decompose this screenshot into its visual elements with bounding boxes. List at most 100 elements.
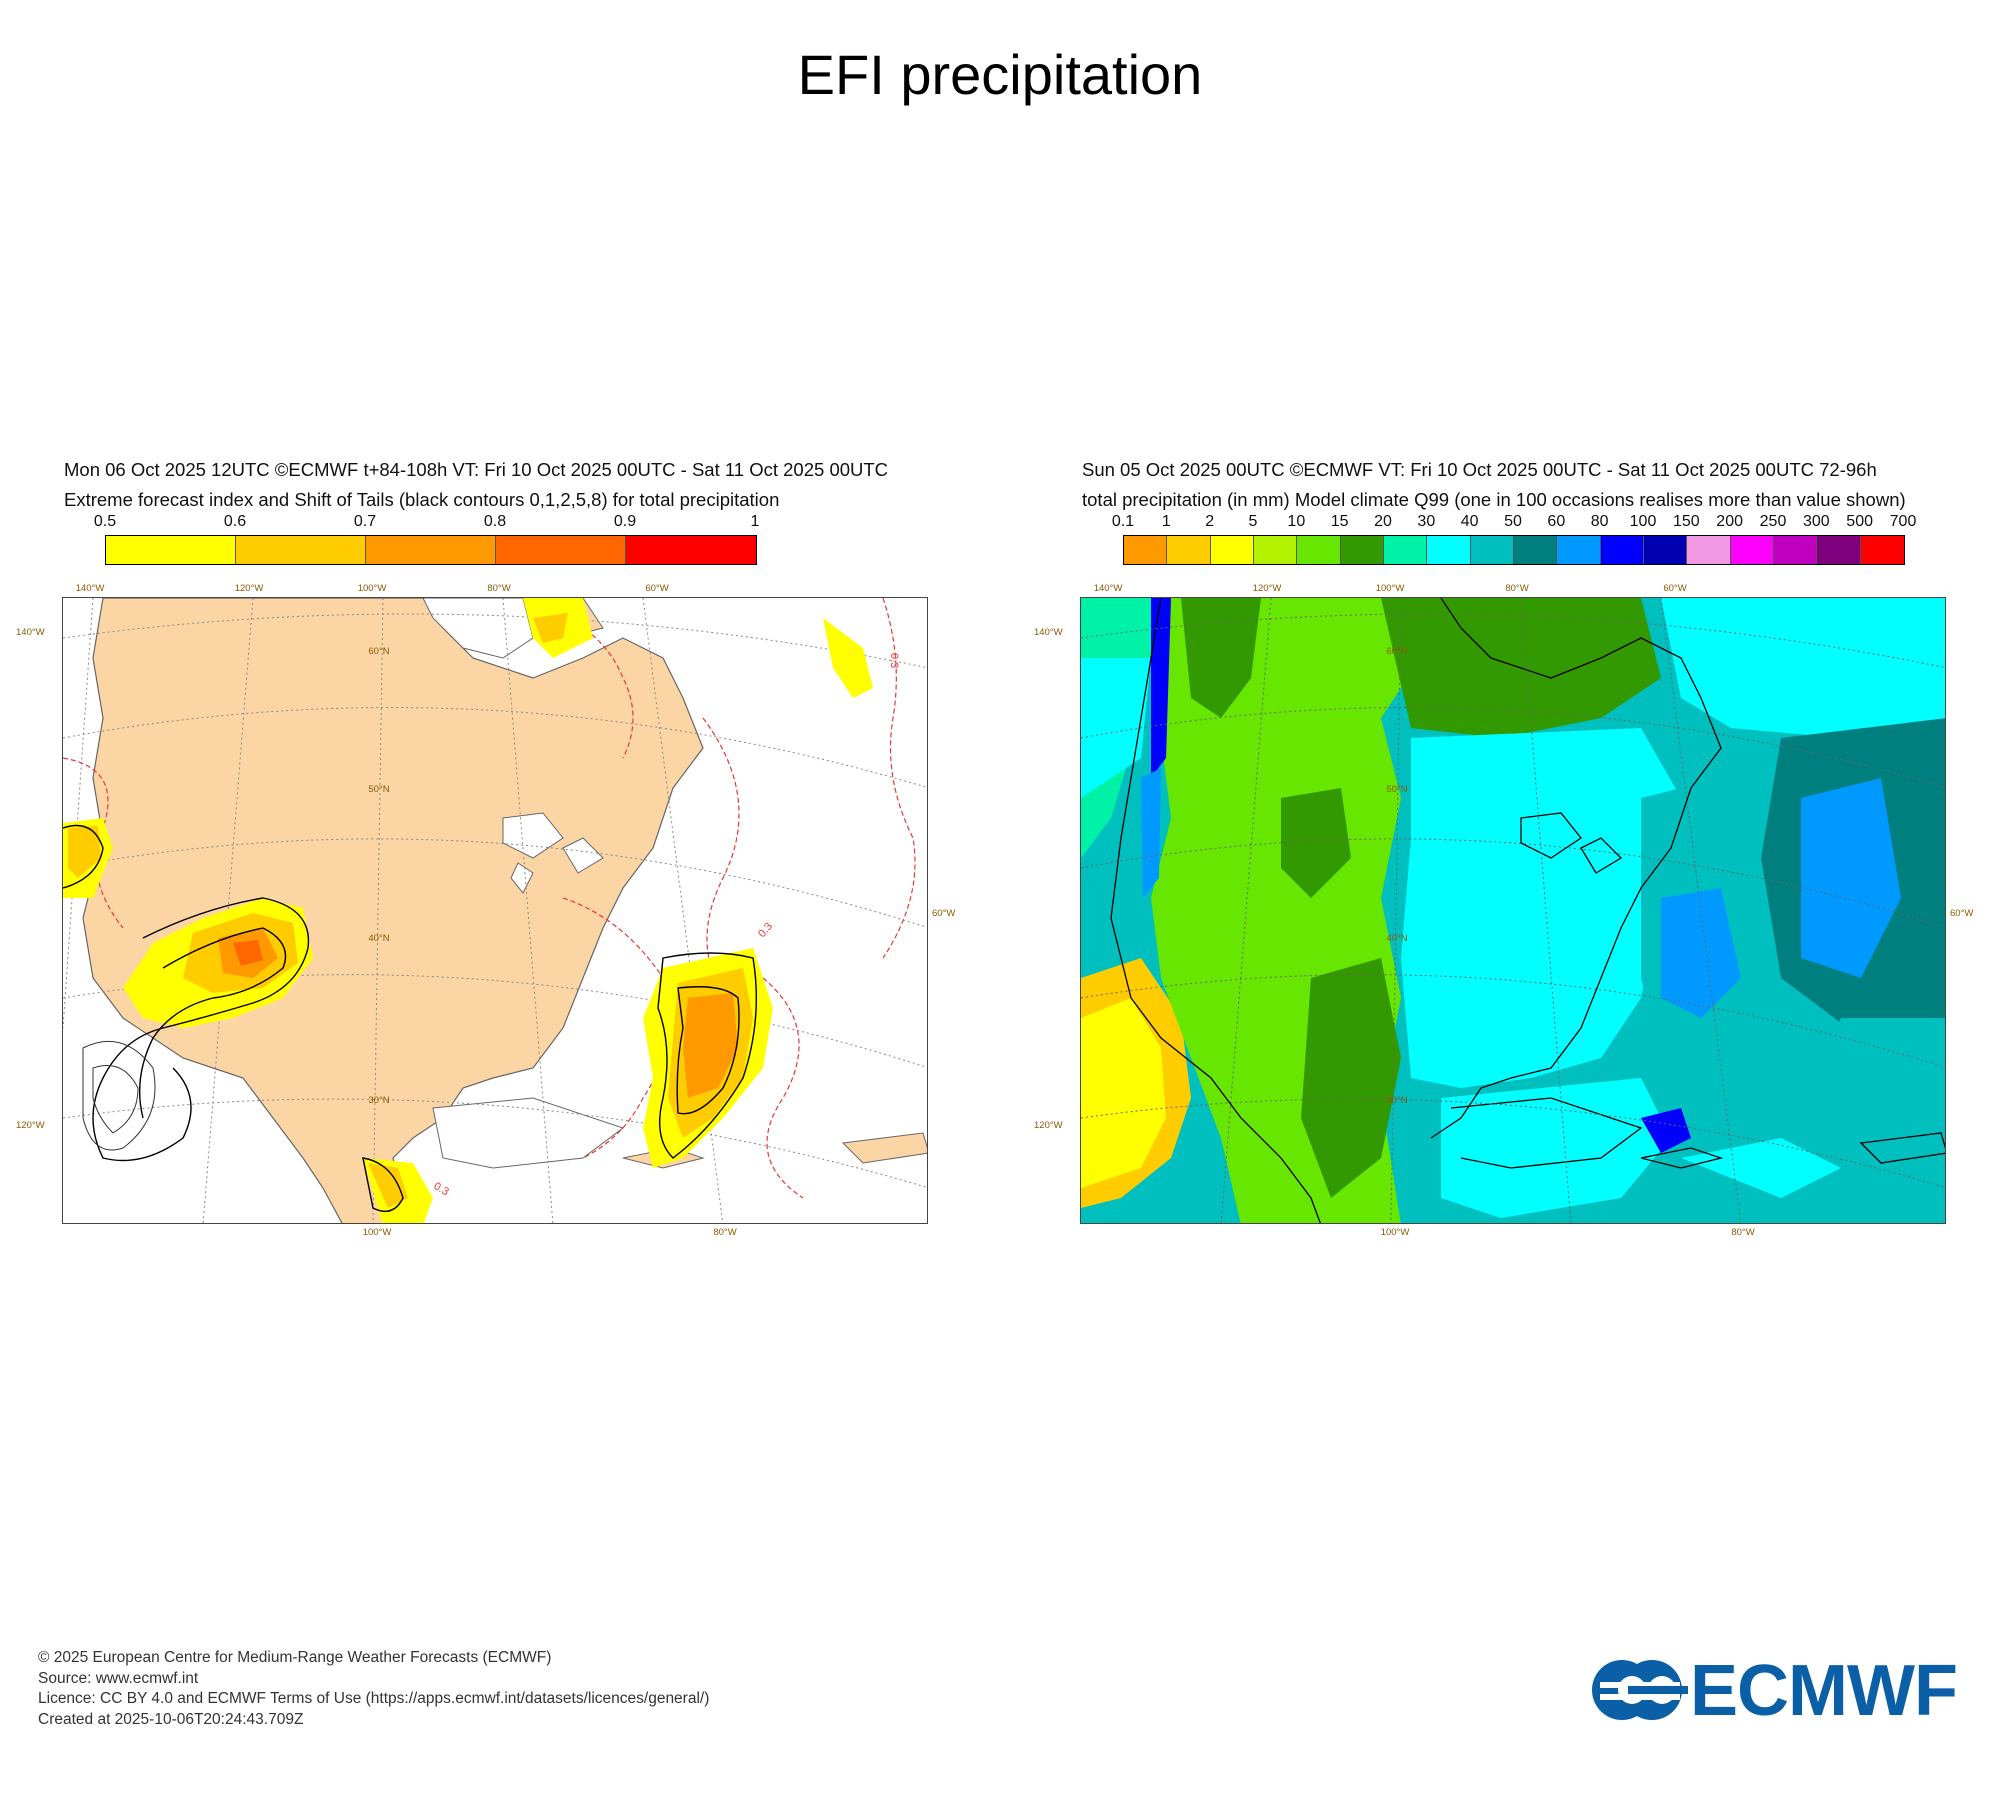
bottom-lon-label: 100°W xyxy=(1380,1227,1410,1238)
legend-label: 700 xyxy=(1889,513,1917,530)
page-title: EFI precipitation xyxy=(797,43,1203,106)
legend-color-box xyxy=(1513,536,1558,564)
top-lon-label: 100°W xyxy=(1375,583,1405,594)
legend-label: 0.7 xyxy=(353,513,377,530)
top-lon-label: 140°W xyxy=(1093,583,1123,594)
top-lon-label: 140°W xyxy=(75,583,105,594)
legend-color-box xyxy=(1470,536,1514,564)
legend-label: 0.8 xyxy=(483,513,507,530)
lat-label: 60°N xyxy=(1386,646,1408,657)
right-edge-label: 60°W xyxy=(1950,908,1974,919)
legend-label: 0.5 xyxy=(93,513,117,530)
legend-color-box xyxy=(1383,536,1428,564)
legend-color-box xyxy=(1687,536,1731,564)
left-edge-label: 140°W xyxy=(16,627,45,638)
left-edge-label: 120°W xyxy=(16,1120,45,1131)
top-lon-label: 60°W xyxy=(1663,583,1687,594)
climate-panel: Sun 05 Oct 2025 00UTC ©ECMWF VT: Fri 10 … xyxy=(1034,455,1980,1255)
legend-label: 1 xyxy=(750,513,760,530)
great-lakes xyxy=(502,812,604,894)
legend-label: 60 xyxy=(1547,513,1566,530)
legend-color-box xyxy=(1600,536,1644,564)
ecmwf-logo-text: ECMWF xyxy=(1690,1651,1958,1731)
efi-map: 0.3 0.3 0.3 xyxy=(62,597,928,1224)
hudson-bay xyxy=(422,598,534,659)
efi-header-line1: Mon 06 Oct 2025 12UTC ©ECMWF t+84-108h V… xyxy=(64,459,889,480)
legend-color-box xyxy=(106,536,236,564)
legend-color-box xyxy=(236,536,366,564)
climate-legend-labels: 0.1 1 2 5 10 15 20 30 40 50 60 80 100 150 200 250 300 500… xyxy=(1112,513,1916,535)
legend-label: 20 xyxy=(1374,513,1392,530)
climate-coastlines xyxy=(1110,598,1945,1223)
legend-label: 2 xyxy=(1205,513,1215,530)
legend-color-box xyxy=(496,536,626,564)
top-lon-label: 120°W xyxy=(234,583,264,594)
legend-color-box xyxy=(1643,536,1688,564)
legend-label: 100 xyxy=(1629,513,1657,530)
footer-licence: Licence: CC BY 4.0 and ECMWF Terms of Us… xyxy=(38,1690,710,1707)
climate-map: 60°N 50°N 40°N 30°N xyxy=(1080,597,1946,1224)
legend-color-box xyxy=(1730,536,1774,564)
lat-label: 60°N xyxy=(368,646,390,657)
legend-label: 5 xyxy=(1248,513,1258,530)
legend-label: 30 xyxy=(1417,513,1436,530)
efi-patches xyxy=(63,598,873,1223)
legend-color-box xyxy=(1340,536,1384,564)
legend-color-box xyxy=(1167,536,1211,564)
footer-created: Created at 2025-10-06T20:24:43.709Z xyxy=(38,1710,304,1728)
top-lon-label: 100°W xyxy=(357,583,387,594)
left-edge-label: 140°W xyxy=(1034,627,1063,638)
climate-fields xyxy=(1081,598,1945,1223)
climate-header-line2: total precipitation (in mm) Model climat… xyxy=(1082,489,1906,510)
legend-color-box xyxy=(1210,536,1254,564)
climate-graticule xyxy=(1081,598,1945,1223)
lat-label: 30°N xyxy=(368,1095,390,1106)
footer: © 2025 European Centre for Medium-Range … xyxy=(38,1648,709,1730)
efi-map-svg: 0.3 0.3 0.3 xyxy=(63,598,927,1223)
climate-map-svg xyxy=(1081,598,1945,1223)
contour-label-1: 0.3 xyxy=(888,653,900,668)
sot-contours xyxy=(63,824,758,1212)
gulf-of-mexico xyxy=(432,1097,625,1169)
legend-label: 0.9 xyxy=(613,513,637,530)
climate-header: Sun 05 Oct 2025 00UTC ©ECMWF VT: Fri 10 … xyxy=(1082,455,1906,515)
sot-grey-contours xyxy=(82,1040,156,1151)
legend-label: 10 xyxy=(1287,513,1306,530)
bottom-lon-label: 100°W xyxy=(362,1227,392,1238)
climate-legend-bar xyxy=(1123,535,1905,565)
legend-label: 200 xyxy=(1716,513,1744,530)
bottom-lon-label: 80°W xyxy=(713,1227,737,1238)
legend-label: 1 xyxy=(1161,513,1171,530)
efi-header-line2: Extreme forecast index and Shift of Tail… xyxy=(64,489,780,510)
efi-legend-labels: 0.5 0.6 0.7 0.8 0.9 1 xyxy=(94,513,760,535)
legend-color-box xyxy=(1817,536,1861,564)
legend-color-box xyxy=(626,536,756,564)
lat-label: 50°N xyxy=(368,784,390,795)
lat-label: 30°N xyxy=(1386,1095,1408,1106)
legend-label: 300 xyxy=(1802,513,1830,530)
legend-label: 0.1 xyxy=(1111,513,1135,530)
top-lon-label: 120°W xyxy=(1252,583,1282,594)
top-lon-label: 80°W xyxy=(1505,583,1529,594)
legend-color-box xyxy=(1427,536,1471,564)
legend-color-box xyxy=(366,536,496,564)
legend-color-box xyxy=(1124,536,1168,564)
right-edge-label: 60°W xyxy=(932,908,956,919)
bottom-lon-label: 80°W xyxy=(1731,1227,1755,1238)
legend-color-box xyxy=(1557,536,1601,564)
footer-source: Source: www.ecmwf.int xyxy=(38,1669,199,1687)
legend-label: 80 xyxy=(1590,513,1609,530)
legend-label: 500 xyxy=(1846,513,1874,530)
ecmwf-logo: ECMWF xyxy=(1590,1651,1965,1731)
legend-color-box xyxy=(1860,536,1904,564)
legend-label: 250 xyxy=(1759,513,1787,530)
legend-color-box xyxy=(1773,536,1818,564)
lat-label: 50°N xyxy=(1386,784,1408,795)
climate-header-line1: Sun 05 Oct 2025 00UTC ©ECMWF VT: Fri 10 … xyxy=(1082,459,1877,480)
legend-label: 50 xyxy=(1504,513,1522,530)
footer-copyright: © 2025 European Centre for Medium-Range … xyxy=(38,1649,552,1666)
lat-label: 40°N xyxy=(368,933,390,944)
legend-color-box xyxy=(1297,536,1341,564)
legend-label: 15 xyxy=(1330,513,1349,530)
efi-panel: Mon 06 Oct 2025 12UTC ©ECMWF t+84-108h V… xyxy=(16,455,962,1255)
